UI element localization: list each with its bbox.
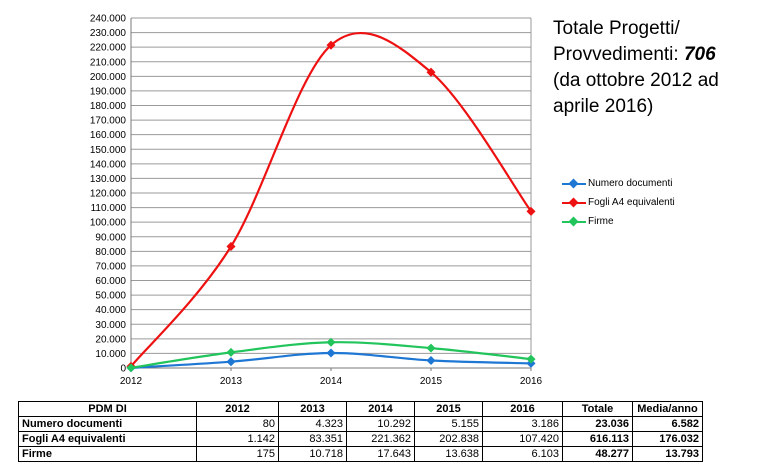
table-cell: 10.292	[346, 416, 415, 432]
series-lines	[126, 32, 536, 373]
y-tick-label: 90.000	[95, 232, 126, 243]
x-tick-label: 2015	[420, 376, 443, 387]
legend-label-firme: Firme	[588, 216, 614, 227]
table-cell: 202.838	[414, 431, 483, 447]
table-cell-total: 23.036	[562, 416, 633, 432]
table-cell: 3.186	[482, 416, 563, 432]
y-tick-label: 60.000	[95, 276, 126, 287]
legend-item-firme: Firme	[562, 212, 675, 231]
data-point	[326, 348, 336, 358]
note-line-1: Totale Progetti/	[553, 18, 680, 39]
table-header-cell: 2012	[196, 401, 279, 417]
table-cell-average: 6.582	[632, 416, 703, 432]
y-tick-label: 100.000	[90, 218, 127, 229]
table-cell: 5.155	[414, 416, 483, 432]
legend-marker-numero-documenti	[562, 178, 586, 189]
y-tick-label: 190.000	[90, 86, 127, 97]
grid-lines	[130, 17, 532, 369]
note-line-4: aprile 2016)	[553, 96, 654, 117]
x-tick-label: 2012	[120, 376, 143, 387]
project-count: 706	[683, 44, 716, 65]
y-tick-label: 70.000	[95, 261, 126, 272]
table-header-cell: 2014	[346, 401, 415, 417]
y-tick-label: 0	[120, 364, 126, 375]
legend-item-fogli-a4: Fogli A4 equivalenti	[562, 193, 675, 212]
y-tick-label: 110.000	[91, 203, 127, 214]
legend-item-numero-documenti: Numero documenti	[562, 174, 675, 193]
legend-marker-fogli-a4	[562, 197, 586, 208]
table-cell-average: 13.793	[632, 446, 703, 462]
table-cell: 10.718	[278, 446, 347, 462]
table-header-row: PDM DI 2012 2013 2014 2015 2016 Totale M…	[18, 401, 703, 417]
table-header-cell: Media/anno	[632, 401, 703, 417]
y-tick-label: 210.000	[90, 57, 127, 68]
table-header-cell: PDM DI	[18, 401, 197, 417]
data-point	[226, 357, 236, 367]
table-cell-total: 48.277	[562, 446, 633, 462]
legend-label-fogli-a4: Fogli A4 equivalenti	[588, 197, 675, 208]
table-cell: 13.638	[414, 446, 483, 462]
data-point	[226, 347, 236, 357]
table-cell: 6.103	[482, 446, 563, 462]
data-point	[426, 67, 436, 77]
table-cell-average: 176.032	[632, 431, 703, 447]
y-tick-label: 200.000	[90, 72, 127, 83]
y-tick-label: 220.000	[90, 43, 127, 54]
table-cell: 83.351	[278, 431, 347, 447]
table-header-cell: 2016	[482, 401, 563, 417]
legend-label-numero-documenti: Numero documenti	[588, 178, 673, 189]
row-label: Firme	[18, 446, 197, 462]
x-tick-label: 2013	[220, 376, 243, 387]
table-cell: 4.323	[278, 416, 347, 432]
y-tick-label: 50.000	[95, 291, 126, 302]
y-axis-ticks: 0 10.000 20.000 30.000 40.000 50.000 60.000 70.…	[90, 14, 127, 375]
table-cell: 17.643	[346, 446, 415, 462]
y-tick-label: 120.000	[90, 189, 127, 200]
y-tick-label: 180.000	[90, 101, 127, 112]
series-line-1	[130, 32, 532, 368]
x-tick-label: 2016	[520, 376, 543, 387]
table-header-cell: 2013	[278, 401, 347, 417]
y-tick-label: 160.000	[90, 130, 127, 141]
y-tick-label: 130.000	[90, 174, 127, 185]
data-point	[126, 363, 136, 373]
table-header-cell: 2015	[414, 401, 483, 417]
table-row: Fogli A4 equivalenti 1.142 83.351 221.36…	[18, 431, 703, 447]
y-tick-label: 20.000	[95, 334, 126, 345]
x-axis-ticks: 2012 2013 2014 2015 2016	[120, 368, 543, 387]
row-label: Numero documenti	[18, 416, 197, 432]
line-chart: 0 10.000 20.000 30.000 40.000 50.000 60.000 70.…	[90, 14, 543, 388]
legend-marker-firme	[562, 216, 586, 227]
table-header-cell: Totale	[562, 401, 633, 417]
y-tick-label: 230.000	[90, 28, 127, 39]
y-tick-label: 10.000	[95, 349, 126, 360]
y-tick-label: 80.000	[95, 247, 126, 258]
y-tick-label: 30.000	[95, 320, 126, 331]
data-point	[426, 343, 436, 353]
data-table: PDM DI 2012 2013 2014 2015 2016 Totale M…	[18, 401, 703, 462]
y-tick-label: 170.000	[90, 116, 127, 127]
y-tick-label: 240.000	[90, 14, 127, 25]
row-label: Fogli A4 equivalenti	[18, 431, 197, 447]
table-row: Firme 175 10.718 17.643 13.638 6.103 48.…	[18, 446, 703, 462]
table-cell-total: 616.113	[562, 431, 633, 447]
x-tick-label: 2014	[320, 376, 343, 387]
note-line-2: Provvedimenti: 706	[553, 42, 768, 68]
y-tick-label: 40.000	[95, 305, 126, 316]
table-cell: 107.420	[482, 431, 563, 447]
note-line-3: (da ottobre 2012 ad	[553, 70, 719, 91]
note-line-2-prefix: Provvedimenti:	[553, 44, 684, 65]
table-row: Numero documenti 80 4.323 10.292 5.155 3…	[18, 416, 703, 432]
y-tick-label: 140.000	[90, 159, 127, 170]
table-cell: 175	[196, 446, 279, 462]
table-cell: 1.142	[196, 431, 279, 447]
table-cell: 221.362	[346, 431, 415, 447]
table-cell: 80	[196, 416, 279, 432]
chart-legend: Numero documenti Fogli A4 equivalenti Fi…	[562, 174, 675, 231]
data-point	[226, 241, 236, 251]
data-point	[426, 355, 436, 366]
y-tick-label: 150.000	[90, 145, 127, 156]
project-total-note: Totale Progetti/ Provvedimenti: 706 (da …	[553, 16, 768, 120]
